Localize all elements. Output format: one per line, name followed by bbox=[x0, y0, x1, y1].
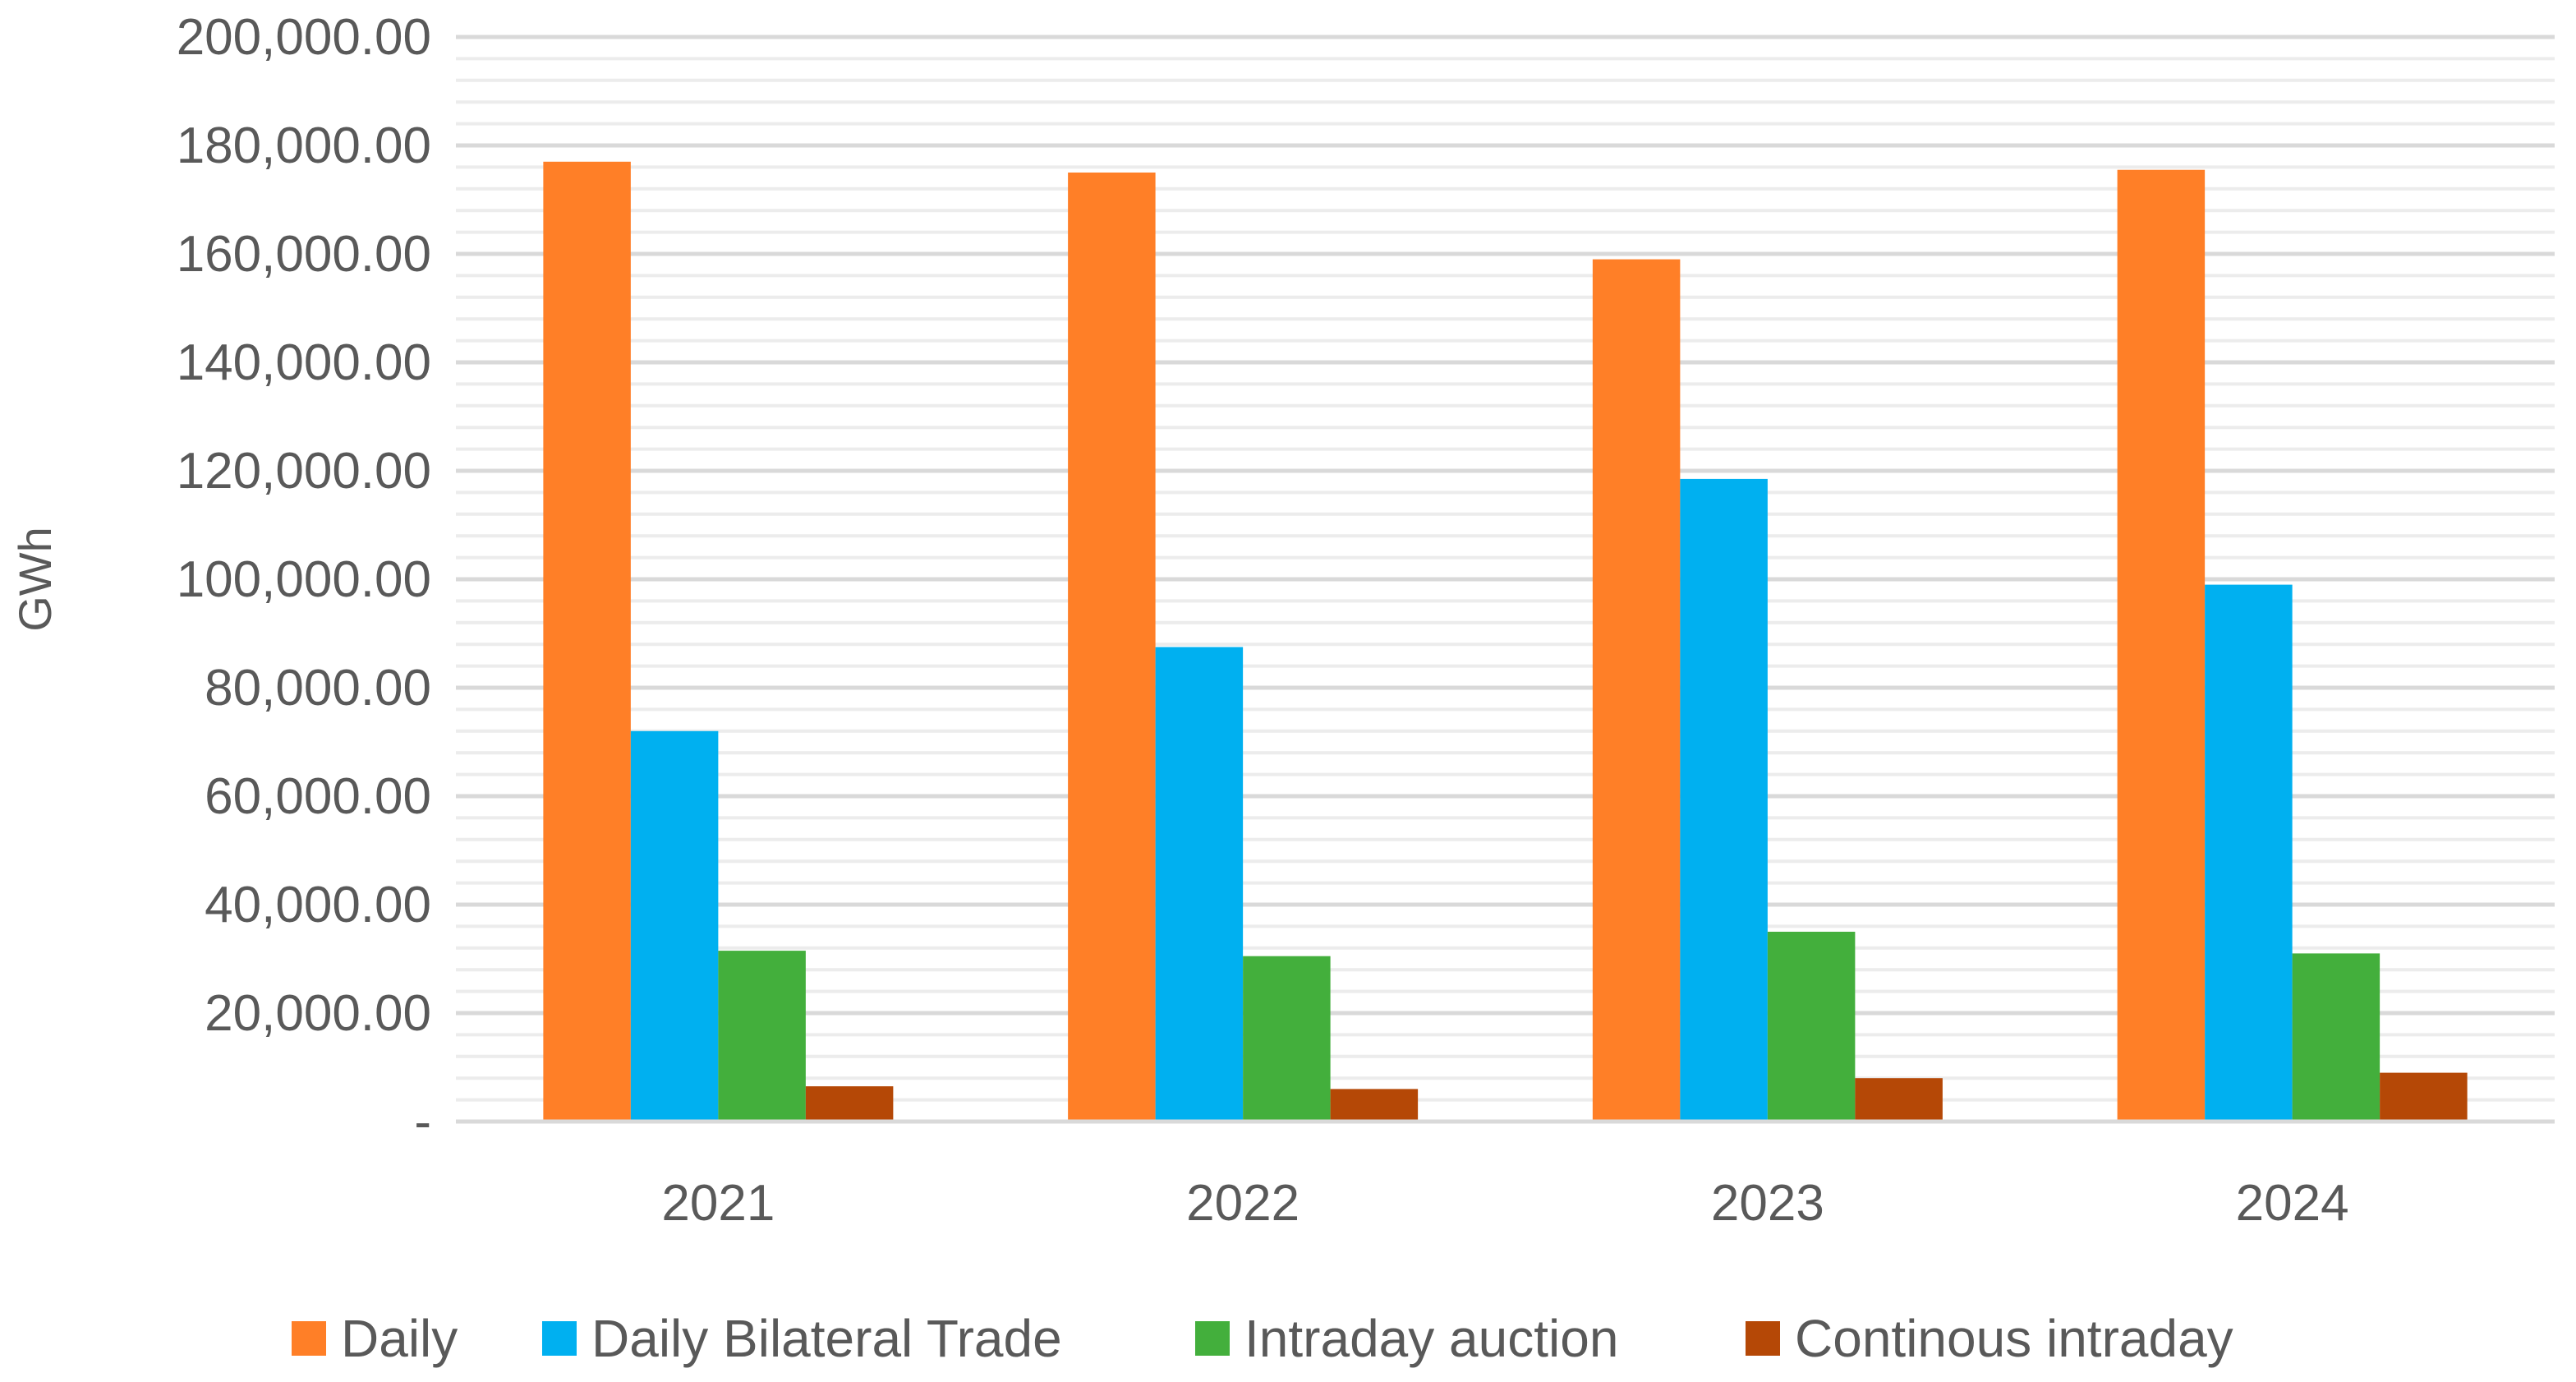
bar bbox=[1068, 173, 1156, 1122]
bar bbox=[1855, 1078, 1943, 1122]
bar bbox=[1330, 1089, 1419, 1122]
y-axis-title: GWh bbox=[9, 527, 61, 632]
y-tick-label: 100,000.00 bbox=[177, 551, 431, 608]
y-tick-label: 120,000.00 bbox=[177, 443, 431, 500]
y-tick-label: 160,000.00 bbox=[177, 226, 431, 283]
bar bbox=[2205, 584, 2293, 1122]
y-tick-label: 200,000.00 bbox=[177, 9, 431, 66]
bar bbox=[1243, 956, 1331, 1122]
x-tick-label: 2024 bbox=[2236, 1175, 2349, 1232]
y-tick-label: 80,000.00 bbox=[205, 660, 431, 716]
legend-swatch bbox=[542, 1321, 577, 1356]
y-tick-label: 40,000.00 bbox=[205, 877, 431, 933]
legend-swatch bbox=[1195, 1321, 1230, 1356]
bars bbox=[543, 161, 2468, 1122]
bar bbox=[805, 1086, 894, 1122]
x-tick-label: 2021 bbox=[661, 1175, 775, 1232]
legend-label: Intraday auction bbox=[1244, 1309, 1618, 1368]
legend: Daily Daily Bilateral Trade Intraday aucti… bbox=[292, 1309, 2233, 1368]
y-tick-label: 60,000.00 bbox=[205, 768, 431, 825]
y-tick-label: - bbox=[414, 1094, 431, 1150]
legend-swatch bbox=[292, 1321, 326, 1356]
x-axis-ticks: 2021 2022 2023 2024 bbox=[661, 1175, 2348, 1232]
y-tick-label: 20,000.00 bbox=[205, 985, 431, 1042]
x-tick-label: 2022 bbox=[1186, 1175, 1300, 1232]
bar bbox=[1592, 259, 1681, 1122]
bar bbox=[630, 730, 719, 1122]
bar bbox=[1767, 932, 1856, 1122]
x-tick-label: 2023 bbox=[1711, 1175, 1824, 1232]
bar bbox=[2117, 169, 2206, 1122]
bar bbox=[543, 161, 631, 1122]
y-tick-label: 180,000.00 bbox=[177, 117, 431, 174]
y-tick-label: 140,000.00 bbox=[177, 334, 431, 391]
legend-label: Daily bbox=[341, 1309, 458, 1368]
legend-swatch bbox=[1746, 1321, 1780, 1356]
bar bbox=[1680, 478, 1768, 1122]
legend-label: Continous intraday bbox=[1795, 1309, 2233, 1368]
bar bbox=[2292, 953, 2380, 1122]
legend-label: Daily Bilateral Trade bbox=[591, 1309, 1062, 1368]
y-axis-ticks: - 20,000.00 40,000.00 60,000.00 80,000.00 100… bbox=[177, 9, 431, 1150]
bar bbox=[1155, 647, 1244, 1122]
bar bbox=[2380, 1072, 2468, 1122]
bar bbox=[718, 951, 806, 1122]
